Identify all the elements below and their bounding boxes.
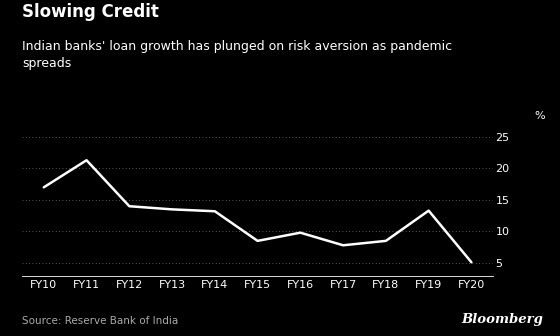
Text: Source: Reserve Bank of India: Source: Reserve Bank of India (22, 316, 179, 326)
Text: %: % (535, 111, 545, 121)
Text: Slowing Credit: Slowing Credit (22, 3, 159, 22)
Text: Indian banks' loan growth has plunged on risk aversion as pandemic
spreads: Indian banks' loan growth has plunged on… (22, 40, 452, 70)
Text: Bloomberg: Bloomberg (461, 313, 543, 326)
